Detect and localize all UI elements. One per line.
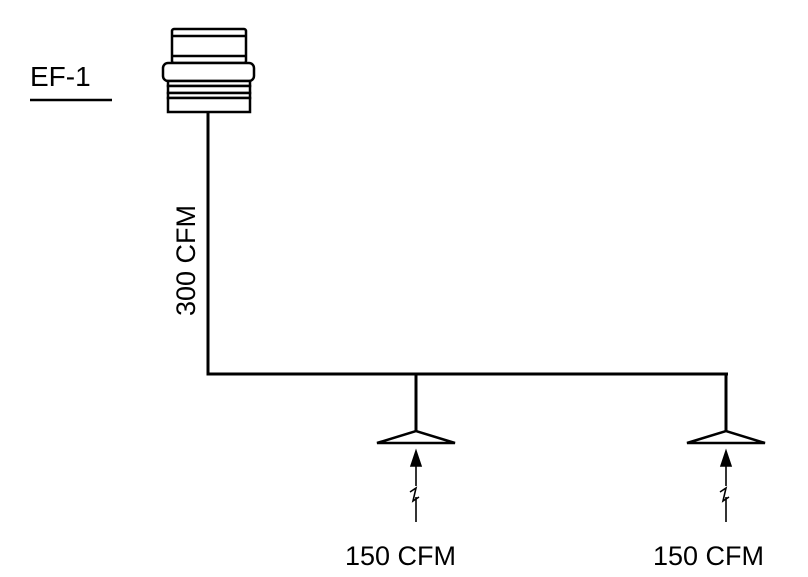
exhaust-fan-icon: [161, 27, 256, 114]
main-duct-airflow-label: 300 CFM: [171, 205, 201, 316]
duct-system: [206, 112, 728, 432]
fan-tag-label: EF-1: [30, 61, 91, 92]
grille-2-airflow-label: 150 CFM: [653, 541, 764, 571]
airflow-arrow-icon: [409, 448, 423, 522]
airflow-arrow-icon: [719, 448, 733, 522]
exhaust-grille-2: 150 CFM: [653, 429, 766, 571]
fan-tag: EF-1: [30, 61, 112, 102]
exhaust-grille-1: 150 CFM: [345, 429, 456, 571]
grille-diffuser-icon: [686, 429, 766, 445]
grille-diffuser-icon: [376, 429, 456, 445]
grille-1-airflow-label: 150 CFM: [345, 541, 456, 571]
